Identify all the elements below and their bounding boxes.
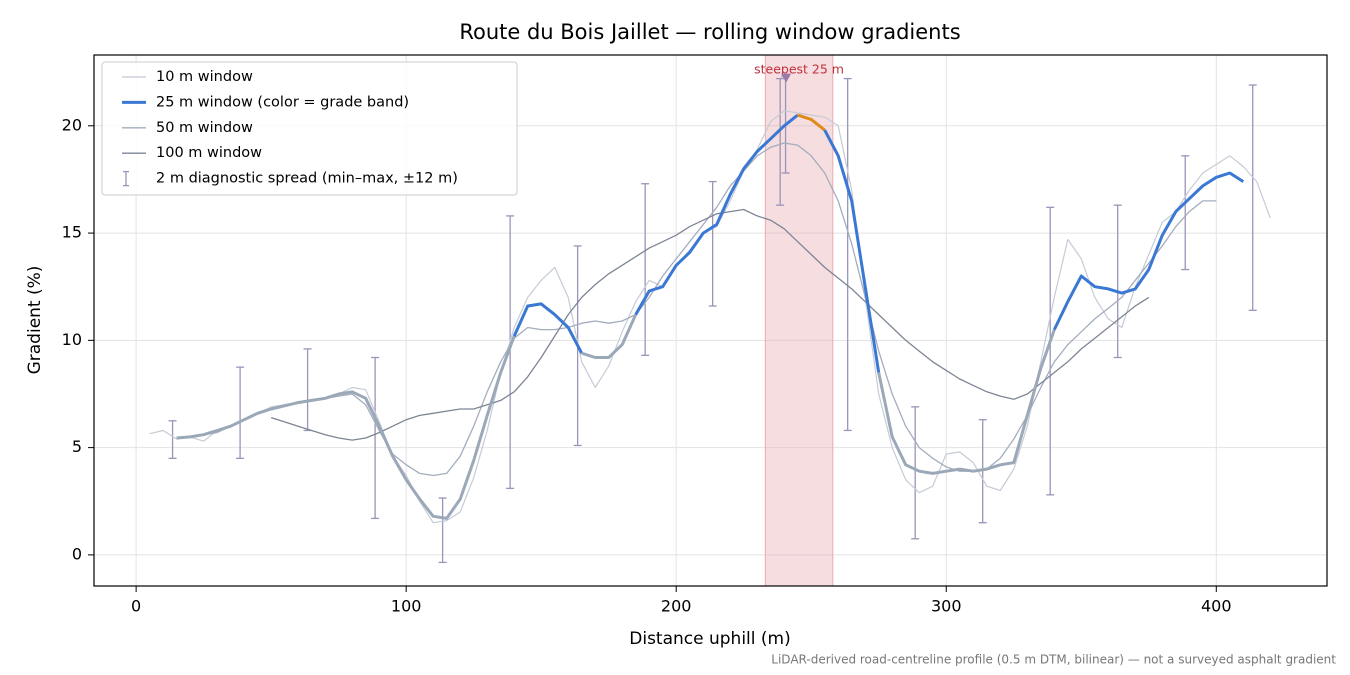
series-line: [877, 329, 1056, 475]
y-axis-label: Gradient (%): [25, 266, 45, 375]
error-bar: [236, 366, 245, 459]
error-bar: [843, 77, 852, 432]
footnote: LiDAR-derived road-centreline profile (0…: [771, 653, 1336, 667]
error-bar: [1181, 155, 1190, 271]
x-tick-label: 300: [931, 597, 962, 616]
y-tick-label: 0: [72, 544, 82, 563]
highlight-marker: [781, 73, 792, 83]
error-bar: [371, 356, 380, 520]
series-line: [1052, 171, 1245, 331]
error-bar: [438, 497, 447, 564]
error-bar: [708, 180, 717, 307]
error-bar: [1248, 84, 1257, 311]
plot-frame: [93, 54, 1328, 587]
x-tick-label: 100: [391, 597, 422, 616]
legend: 10 m window 25 m window (color = grade ba…: [101, 61, 518, 196]
series-line: [581, 313, 638, 359]
legend-box: [101, 61, 518, 196]
error-bar: [776, 77, 785, 206]
error-bar: [1046, 206, 1055, 496]
error-bar: [168, 420, 177, 459]
series-line: [823, 129, 881, 373]
legend-label: 100 m window: [156, 145, 262, 161]
x-tick-label: 0: [131, 597, 141, 616]
legend-label: 2 m diagnostic spread (min–max, ±12 m): [156, 171, 458, 187]
legend-label: 10 m window: [156, 69, 253, 85]
series-line: [203, 142, 1217, 477]
error-bar: [911, 406, 920, 540]
y-tick-label: 20: [62, 115, 82, 134]
series-line: [634, 113, 799, 316]
x-axis-label: Distance uphill (m): [629, 629, 790, 649]
series-line: [797, 113, 826, 132]
highlight-band: [764, 54, 834, 587]
series-line: [270, 208, 1150, 441]
chart-title: Route du Bois Jaillet — rolling window g…: [459, 20, 960, 44]
y-tick-label: 10: [62, 330, 82, 349]
legend-label: 25 m window (color = grade band): [156, 94, 409, 110]
y-tick-label: 15: [62, 223, 82, 242]
error-bar: [506, 215, 515, 490]
error-bar: [1113, 204, 1122, 359]
x-tick-label: 200: [661, 597, 692, 616]
y-tick-label: 5: [72, 437, 82, 456]
error-bar: [641, 183, 650, 357]
x-tick-label: 400: [1201, 597, 1232, 616]
series-line: [512, 302, 584, 354]
highlight-label: steepest 25 m: [754, 62, 844, 77]
legend-label: 50 m window: [156, 120, 253, 136]
series-line: [176, 335, 516, 520]
